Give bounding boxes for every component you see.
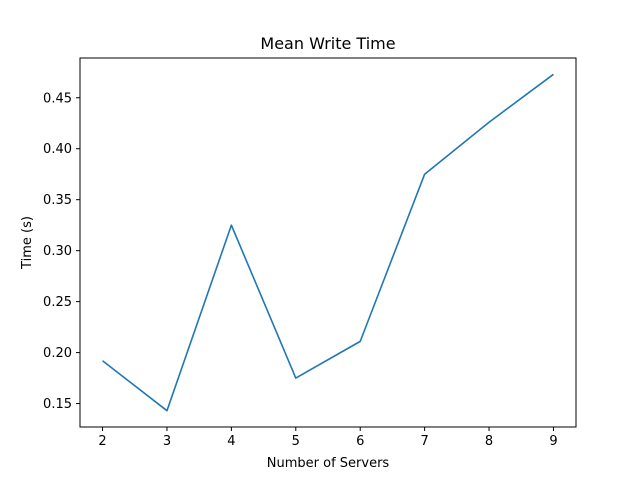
y-axis-label: Time (s)	[20, 216, 35, 270]
x-tick-label: 9	[549, 434, 557, 449]
y-tick-label: 0.15	[43, 397, 72, 412]
x-tick-label: 3	[163, 434, 171, 449]
y-tick-label: 0.35	[43, 193, 72, 208]
axes-frame	[79, 57, 577, 428]
x-tick-label: 6	[356, 434, 364, 449]
x-tick-label: 5	[292, 434, 300, 449]
y-tick-label: 0.40	[43, 142, 72, 157]
y-tick-label: 0.30	[43, 244, 72, 259]
x-tick-label: 4	[227, 434, 235, 449]
chart-title: Mean Write Time	[260, 34, 395, 53]
plot-area: 2 3 4 5 6 7 8 9 0.15 0.20 0.25 0.30 0.35 0.40 0.45	[43, 73, 558, 449]
x-tick-label: 8	[485, 434, 493, 449]
x-axis-label: Number of Servers	[267, 456, 390, 471]
x-tick-label: 2	[98, 434, 106, 449]
x-tick-label: 7	[420, 434, 428, 449]
y-tick-label: 0.20	[43, 346, 72, 361]
series-line	[102, 73, 554, 412]
y-tick-label: 0.45	[43, 91, 72, 106]
y-tick-label: 0.25	[43, 295, 72, 310]
